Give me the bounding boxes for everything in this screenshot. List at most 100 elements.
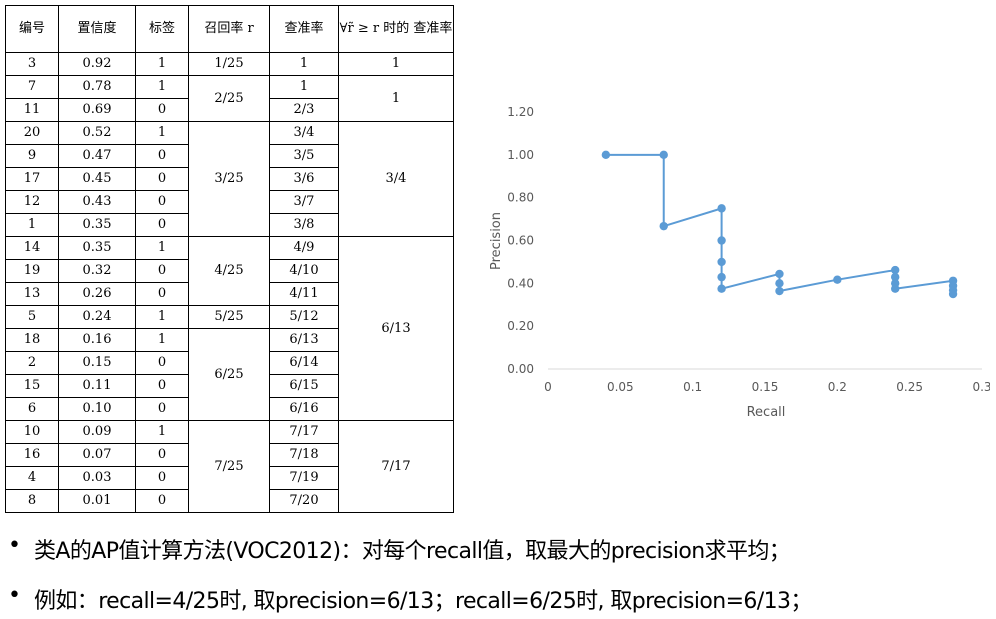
- cell-precision: 4/10: [269, 259, 339, 283]
- cell-confidence: 0.32: [58, 259, 136, 283]
- data-point: [775, 269, 784, 279]
- cell-max-precision: 1: [338, 52, 454, 76]
- cell-precision: 3/6: [269, 167, 339, 191]
- y-axis-label: Precision: [489, 212, 504, 270]
- x-axis-label: Recall: [747, 405, 786, 420]
- cell-id: 16: [5, 443, 59, 467]
- cell-label: 1: [135, 52, 189, 76]
- data-point: [833, 275, 842, 284]
- cell-id: 15: [5, 374, 59, 398]
- table-row: 16 0.07 0 7/18: [5, 443, 454, 467]
- table-row: 15 0.11 0 6/15: [5, 374, 454, 398]
- cell-label: 0: [135, 98, 189, 122]
- cell-id: 10: [5, 420, 59, 444]
- data-point: [717, 236, 726, 245]
- data-point: [891, 284, 900, 293]
- table-row: 2 0.15 0 6/14: [5, 351, 454, 375]
- cell-precision: 4/11: [269, 282, 339, 306]
- cell-label: 1: [135, 236, 189, 260]
- cell-label: 1: [135, 75, 189, 99]
- cell-confidence: 0.45: [58, 167, 136, 191]
- cell-confidence: 0.92: [58, 52, 136, 76]
- cell-id: 12: [5, 190, 59, 214]
- data-point: [717, 284, 726, 293]
- cell-id: 20: [5, 121, 59, 145]
- data-point: [891, 272, 900, 282]
- data-point: [601, 150, 611, 160]
- cell-precision: 4/9: [269, 236, 339, 260]
- cell-recall: 5/25: [188, 305, 270, 329]
- header-precision: 查准率: [269, 5, 339, 53]
- cell-max-precision: 7/17: [338, 420, 454, 513]
- cell-label: 0: [135, 489, 189, 513]
- cell-id: 4: [5, 466, 59, 490]
- cell-id: 19: [5, 259, 59, 283]
- bullet-dot: •: [8, 533, 21, 558]
- data-point: [775, 279, 784, 288]
- cell-confidence: 0.24: [58, 305, 136, 329]
- cell-id: 7: [5, 75, 59, 99]
- cell-id: 2: [5, 351, 59, 375]
- cell-recall: 1/25: [188, 52, 270, 76]
- cell-recall: 4/25: [188, 236, 270, 306]
- cell-confidence: 0.26: [58, 282, 136, 306]
- cell-id: 14: [5, 236, 59, 260]
- cell-id: 9: [5, 144, 59, 168]
- y-tick-label: 0.40: [507, 276, 534, 290]
- y-tick-label: 1.00: [507, 148, 534, 162]
- cell-confidence: 0.69: [58, 98, 136, 122]
- cell-id: 8: [5, 489, 59, 513]
- cell-precision: 5/12: [269, 305, 339, 329]
- cell-id: 5: [5, 305, 59, 329]
- cell-label: 1: [135, 305, 189, 329]
- cell-confidence: 0.09: [58, 420, 136, 444]
- cell-max-precision: 6/13: [338, 236, 454, 421]
- cell-label: 1: [135, 420, 189, 444]
- cell-label: 0: [135, 351, 189, 375]
- cell-precision: 1: [269, 52, 339, 76]
- header-id: 编号: [5, 5, 59, 53]
- cell-id: 11: [5, 98, 59, 122]
- cell-confidence: 0.01: [58, 489, 136, 513]
- precision-recall-chart: 0 0.05 0.1 0.15 0.2 0.25 0.3 0.00 0.20 0.40 0.60 0.…: [489, 105, 990, 420]
- cell-id: 6: [5, 397, 59, 421]
- table-row: 14 0.35 1 4/25 4/9 6/13: [5, 236, 454, 421]
- cell-label: 0: [135, 144, 189, 168]
- y-tick-label: 0.00: [507, 362, 534, 376]
- x-tick-label: 0.05: [607, 380, 634, 394]
- cell-precision: 7/19: [269, 466, 339, 490]
- table-row: 18 0.16 1 6/25 6/13: [5, 328, 454, 421]
- cell-confidence: 0.10: [58, 397, 136, 421]
- x-tick-label: 0.2: [828, 380, 847, 394]
- cell-max-precision: 3/4: [338, 121, 454, 237]
- cell-recall: 3/25: [188, 121, 270, 237]
- bullet-text-1: 类A的AP值计算方法(VOC2012)：对每个recall值，取最大的preci…: [34, 539, 791, 564]
- cell-id: 17: [5, 167, 59, 191]
- cell-precision: 7/20: [269, 489, 339, 513]
- cell-label: 0: [135, 466, 189, 490]
- cell-precision: 3/8: [269, 213, 339, 237]
- cell-confidence: 0.07: [58, 443, 136, 467]
- cell-confidence: 0.43: [58, 190, 136, 214]
- cell-id: 1: [5, 213, 59, 237]
- cell-precision: 7/18: [269, 443, 339, 467]
- cell-confidence: 0.15: [58, 351, 136, 375]
- data-point: [717, 272, 726, 282]
- cell-confidence: 0.35: [58, 236, 136, 260]
- cell-precision: 3/5: [269, 144, 339, 168]
- cell-confidence: 0.78: [58, 75, 136, 99]
- cell-label: 0: [135, 397, 189, 421]
- data-point: [948, 289, 958, 299]
- table-row: 8 0.01 0 7/20: [5, 489, 454, 513]
- ap-calculation-table: 编号 置信度 标签 召回率 r 查准率 ∀r̃ ≥ r 时的 查准率 3 0.92…: [5, 5, 454, 513]
- header-label: 标签: [135, 5, 189, 53]
- table-row: 13 0.26 0 4/11: [5, 282, 454, 306]
- x-tick-label: 0.1: [683, 380, 702, 394]
- cell-id: 13: [5, 282, 59, 306]
- cell-precision: 2/3: [269, 98, 339, 122]
- cell-label: 0: [135, 167, 189, 191]
- header-confidence: 置信度: [58, 5, 136, 53]
- cell-label: 0: [135, 282, 189, 306]
- cell-precision: 6/16: [269, 397, 339, 421]
- data-point: [659, 221, 668, 231]
